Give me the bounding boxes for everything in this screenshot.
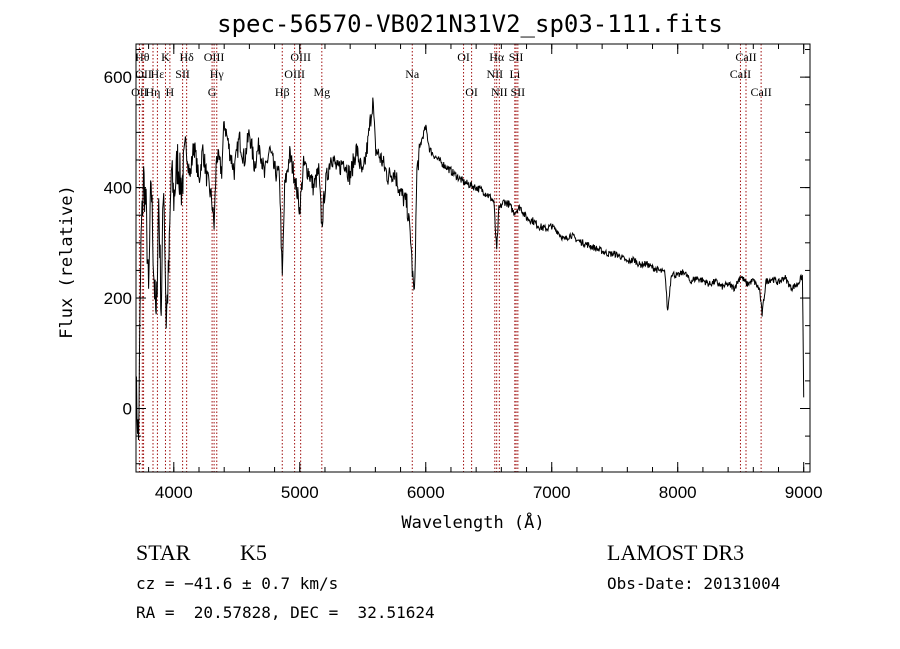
line-label: Li [509, 67, 520, 81]
x-tick-label: 5000 [281, 483, 319, 502]
emission-line-labels: OIIHθOIIHηHεKHHδSIIGOIIIHγHβOIIIOIIIMgNa… [131, 50, 772, 99]
object-subclass: K5 [240, 540, 267, 565]
x-tick-label: 7000 [533, 483, 571, 502]
line-label: CaII [735, 50, 756, 64]
line-label: Na [405, 67, 420, 81]
line-label: H [166, 85, 175, 99]
y-axis: 0 200 400 600 [104, 49, 810, 465]
line-label: OII [135, 67, 152, 81]
line-label: SII [175, 67, 190, 81]
plot-frame [135, 43, 811, 473]
line-label: Hα [489, 50, 505, 64]
y-tick-label: 200 [104, 289, 132, 308]
line-label: SII [509, 50, 524, 64]
spectrum-chart: spec-56570-VB021N31V2_sp03-111.fits OIIH… [57, 10, 823, 533]
line-label: NII [486, 67, 503, 81]
line-label: Hη [146, 85, 161, 99]
line-label: OI [457, 50, 470, 64]
x-axis-label: Wavelength (Å) [401, 511, 544, 533]
line-label: OIII [204, 50, 225, 64]
line-label: OI [465, 85, 478, 99]
line-label: Hθ [135, 50, 150, 64]
y-tick-label: 0 [123, 399, 132, 418]
coordinates: RA = 20.57828, DEC = 32.51624 [136, 603, 435, 622]
line-label: Hδ [179, 50, 194, 64]
survey-name: LAMOST DR3 [607, 540, 745, 565]
line-label: Hγ [210, 67, 225, 81]
object-class: STAR [136, 540, 191, 565]
chart-title: spec-56570-VB021N31V2_sp03-111.fits [217, 10, 723, 38]
x-tick-label: 8000 [659, 483, 697, 502]
obs-date: Obs-Date: 20131004 [607, 574, 781, 593]
line-label: CaII [750, 85, 771, 99]
y-tick-label: 400 [104, 179, 132, 198]
x-axis: 4000 5000 6000 7000 8000 9000 [148, 44, 823, 502]
line-label: SII [511, 85, 526, 99]
x-tick-label: 6000 [407, 483, 445, 502]
line-label: CaII [730, 67, 751, 81]
emission-line-markers [138, 44, 762, 472]
x-tick-label: 9000 [785, 483, 823, 502]
line-label: OII [131, 85, 148, 99]
line-label: Hβ [275, 85, 290, 99]
line-label: Mg [313, 85, 330, 99]
line-label: G [208, 85, 217, 99]
line-label: K [161, 50, 170, 64]
y-tick-label: 600 [104, 68, 132, 87]
y-axis-label: Flux (relative) [57, 185, 77, 339]
spectrum-series [135, 97, 805, 441]
velocity-readout: cz = −41.6 ± 0.7 km/s [136, 574, 339, 593]
line-label: Hε [151, 67, 165, 81]
x-tick-label: 4000 [155, 483, 193, 502]
line-label: OIII [284, 67, 305, 81]
line-label: OIII [290, 50, 311, 64]
line-label: NII [491, 85, 508, 99]
